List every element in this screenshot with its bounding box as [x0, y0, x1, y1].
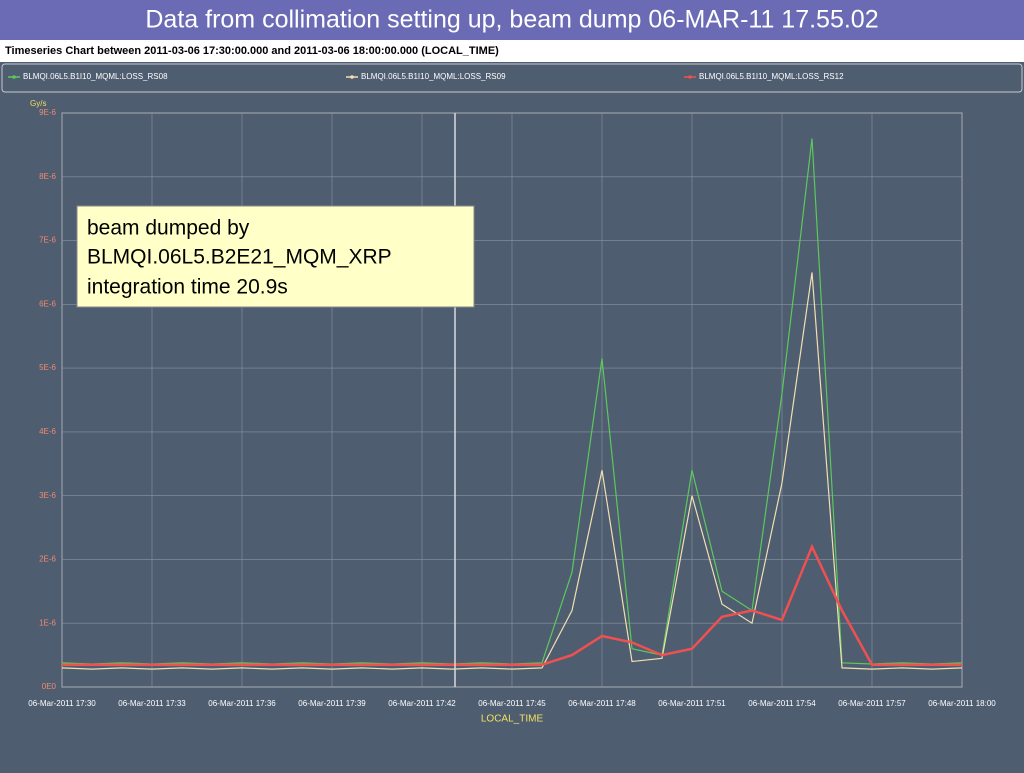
x-tick-label: 06-Mar-2011 17:33 — [118, 699, 186, 708]
annotation-line: BLMQI.06L5.B2E21_MQM_XRP — [87, 246, 392, 269]
annotation-line: beam dumped by — [87, 217, 250, 240]
x-tick-label: 06-Mar-2011 17:57 — [838, 699, 906, 708]
x-tick-label: 06-Mar-2011 17:51 — [658, 699, 726, 708]
legend-marker — [350, 75, 354, 79]
chart-header — [0, 40, 1024, 62]
y-tick-label: 6E-6 — [39, 299, 56, 308]
legend-marker — [12, 75, 16, 79]
legend-label: BLMQI.06L5.B1I10_MQML:LOSS_RS12 — [699, 72, 844, 81]
y-tick-label: 4E-6 — [39, 427, 56, 436]
y-tick-label: 5E-6 — [39, 363, 56, 372]
y-tick-label: 7E-6 — [39, 236, 56, 245]
x-tick-label: 06-Mar-2011 17:45 — [478, 699, 546, 708]
legend-label: BLMQI.06L5.B1I10_MQML:LOSS_RS08 — [23, 72, 168, 81]
legend-box — [1, 63, 1023, 93]
x-tick-label: 06-Mar-2011 18:00 — [928, 699, 996, 708]
chart-title: Timeseries Chart between 2011-03-06 17:3… — [5, 45, 499, 57]
x-tick-label: 06-Mar-2011 17:39 — [298, 699, 366, 708]
series-line — [61, 272, 963, 670]
x-tick-label: 06-Mar-2011 17:30 — [28, 699, 96, 708]
slide-title: Data from collimation setting up, beam d… — [145, 6, 878, 34]
y-unit: Gy/s — [30, 99, 46, 108]
plot: 0E0 1E-6 2E-6 3E-6 4E-6 5E-6 6E-6 7E-6 8E-6 9E-6 0… — [8, 72, 996, 708]
annotation-box — [76, 205, 475, 308]
y-tick-label: 9E-6 — [39, 108, 56, 117]
x-tick-label: 06-Mar-2011 17:54 — [748, 699, 816, 708]
series-line — [62, 543, 962, 666]
y-tick-label: 3E-6 — [39, 491, 56, 500]
y-tick-label: 1E-6 — [39, 618, 56, 627]
title-band — [0, 0, 1024, 40]
x-tick-label: 06-Mar-2011 17:48 — [568, 699, 636, 708]
x-tick-label: 06-Mar-2011 17:42 — [388, 699, 456, 708]
legend-label: BLMQI.06L5.B1I10_MQML:LOSS_RS09 — [361, 72, 506, 81]
x-tick-label: 06-Mar-2011 17:36 — [208, 699, 276, 708]
y-tick-label: 2E-6 — [39, 555, 56, 564]
annotation-line: integration time 20.9s — [87, 276, 288, 299]
legend-marker — [688, 75, 692, 79]
x-axis-label: LOCAL_TIME — [481, 714, 544, 725]
y-tick-label: 8E-6 — [39, 172, 56, 181]
y-tick-label: 0E0 — [42, 682, 57, 691]
